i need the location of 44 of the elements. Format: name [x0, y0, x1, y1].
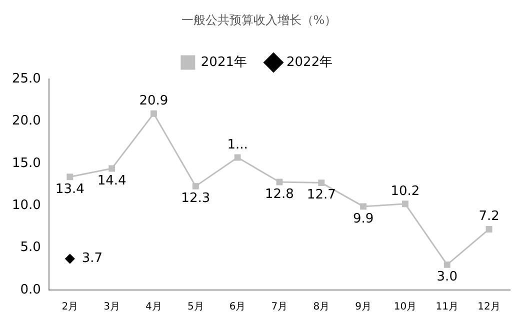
point: [150, 110, 157, 117]
point: [402, 200, 408, 208]
x-tick-label: 3月: [104, 302, 120, 313]
data-label: 3.0: [436, 270, 458, 285]
y-tick-label: 5.0: [20, 240, 41, 256]
point: [444, 261, 450, 268]
x-tick-label: 12月: [478, 302, 500, 313]
point: [318, 180, 325, 186]
data-label: 10.2: [390, 184, 420, 199]
x-tick-label: 11月: [436, 302, 458, 313]
data-label: 3.7: [82, 251, 103, 266]
point: [192, 182, 199, 190]
x-tick-label: 8月: [313, 302, 330, 313]
point: [65, 254, 75, 264]
legend-label: 2022年: [286, 54, 333, 70]
x-tick-label: 7月: [271, 302, 288, 313]
data-label: 7.2: [478, 209, 500, 224]
point: [360, 203, 367, 210]
y-tick-label: 25.0: [12, 71, 41, 86]
point: [108, 165, 116, 172]
x-tick-label: 6月: [229, 302, 246, 313]
point: [486, 226, 492, 232]
x-tick-label: 9月: [355, 302, 372, 313]
point: [234, 154, 241, 161]
data-label: 1...: [227, 137, 248, 152]
data-label: 9.9: [352, 211, 374, 226]
x-tick-label: 5月: [187, 302, 204, 313]
data-label: 14.4: [97, 173, 126, 188]
x-tick-label: 2月: [62, 302, 78, 313]
data-label: 13.4: [55, 182, 84, 197]
legend-label: 2021年: [200, 54, 248, 70]
data-label: 12.3: [181, 191, 210, 206]
y-tick-label: 10.0: [12, 198, 41, 213]
x-tick-label: 4月: [146, 302, 162, 313]
x-tick-label: 10月: [394, 302, 417, 313]
data-label: 12.8: [264, 186, 294, 202]
point: [66, 174, 74, 180]
point: [276, 178, 283, 186]
data-label: 12.7: [306, 188, 336, 203]
data-label: 20.9: [139, 93, 168, 108]
y-tick-label: 20.0: [12, 114, 41, 129]
y-tick-label: 15.0: [12, 156, 41, 171]
chart-title: 一般公共预算收入增长（%）: [180, 12, 338, 29]
y-tick-label: 0.0: [20, 282, 41, 298]
